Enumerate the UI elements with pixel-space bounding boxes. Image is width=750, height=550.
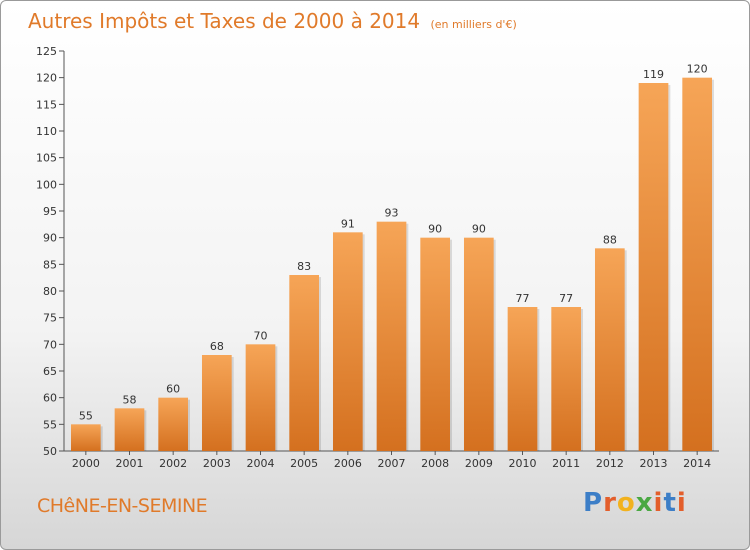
data-label: 77 — [516, 292, 530, 305]
chart-title-text: Autres Impôts et Taxes de 2000 à 2014 — [28, 9, 421, 33]
x-tick-label: 2011 — [552, 457, 580, 470]
bar-2013 — [638, 83, 669, 451]
bar-2011 — [551, 307, 582, 451]
y-tick-label: 80 — [43, 285, 57, 298]
y-tick-label: 115 — [36, 98, 57, 111]
bar-2007 — [376, 221, 407, 451]
logo-letter: r — [603, 488, 617, 518]
y-tick-label: 90 — [43, 232, 57, 245]
logo-letter: o — [616, 488, 636, 518]
bar-2003 — [201, 355, 232, 451]
bar-2012 — [594, 248, 625, 451]
x-tick-label: 2001 — [116, 457, 144, 470]
y-tick-label: 70 — [43, 338, 57, 351]
x-tick-label: 2013 — [640, 457, 668, 470]
y-tick-label: 75 — [43, 312, 57, 325]
logo-letter: t — [663, 488, 677, 518]
x-tick-label: 2008 — [421, 457, 449, 470]
bar-2004 — [245, 344, 276, 451]
bar-2008 — [420, 237, 451, 451]
data-label: 119 — [643, 68, 664, 81]
commune-name: CHêNE-EN-SEMINE — [37, 495, 208, 517]
bar-2006 — [332, 232, 363, 451]
x-tick-label: 2000 — [72, 457, 100, 470]
data-label: 83 — [297, 260, 311, 273]
y-tick-label: 85 — [43, 258, 57, 271]
y-tick-label: 105 — [36, 152, 57, 165]
data-label: 68 — [210, 340, 224, 353]
logo-letter: x — [635, 488, 654, 518]
logo-letter: i — [653, 488, 664, 518]
bars: 55 58 60 68 70 83 91 93 90 90 77 77 88 119 120 — [70, 63, 715, 452]
data-label: 55 — [79, 409, 93, 422]
data-label: 90 — [428, 223, 442, 236]
chart-subtitle: (en milliers d'€) — [430, 18, 517, 31]
bar-2002 — [158, 397, 189, 451]
y-tick-label: 65 — [43, 365, 57, 378]
bar-2005 — [289, 275, 320, 451]
x-tick-label: 2005 — [290, 457, 318, 470]
data-label: 91 — [341, 217, 355, 230]
y-tick-label: 55 — [43, 418, 57, 431]
x-tick-label: 2003 — [203, 457, 231, 470]
x-tick-label: 2004 — [247, 457, 275, 470]
data-label: 70 — [254, 329, 268, 342]
x-tick-label: 2002 — [159, 457, 187, 470]
y-tick-label: 95 — [43, 205, 57, 218]
data-label: 93 — [385, 207, 399, 220]
data-label: 88 — [603, 233, 617, 246]
logo-letter: P — [583, 488, 604, 518]
bar-2009 — [463, 237, 494, 451]
x-tick-label: 2010 — [509, 457, 537, 470]
bar-2010 — [507, 307, 538, 451]
x-tick-label: 2009 — [465, 457, 493, 470]
x-tick-label: 2007 — [378, 457, 406, 470]
data-label: 120 — [687, 63, 708, 76]
chart-title: Autres Impôts et Taxes de 2000 à 2014 (e… — [28, 9, 517, 33]
bar-2001 — [114, 408, 145, 451]
y-tick-label: 110 — [36, 125, 57, 138]
data-label: 58 — [123, 393, 137, 406]
axes: 50 55 60 65 70 75 80 85 90 95 100 105 110 115 120 125 20… — [36, 45, 719, 470]
y-tick-label: 100 — [36, 178, 57, 191]
bar-2000 — [70, 424, 101, 451]
y-tick-label: 60 — [43, 392, 57, 405]
y-tick-label: 120 — [36, 72, 57, 85]
y-tick-label: 125 — [36, 45, 57, 58]
x-tick-label: 2014 — [683, 457, 711, 470]
y-tick-label: 50 — [43, 445, 57, 458]
data-label: 77 — [559, 292, 573, 305]
x-tick-label: 2012 — [596, 457, 624, 470]
bar-2014 — [682, 77, 713, 452]
proxiti-logo[interactable]: Proxiti — [583, 488, 687, 518]
data-label: 90 — [472, 223, 486, 236]
data-label: 60 — [166, 383, 180, 396]
x-tick-label: 2006 — [334, 457, 362, 470]
logo-letter: i — [676, 488, 687, 518]
